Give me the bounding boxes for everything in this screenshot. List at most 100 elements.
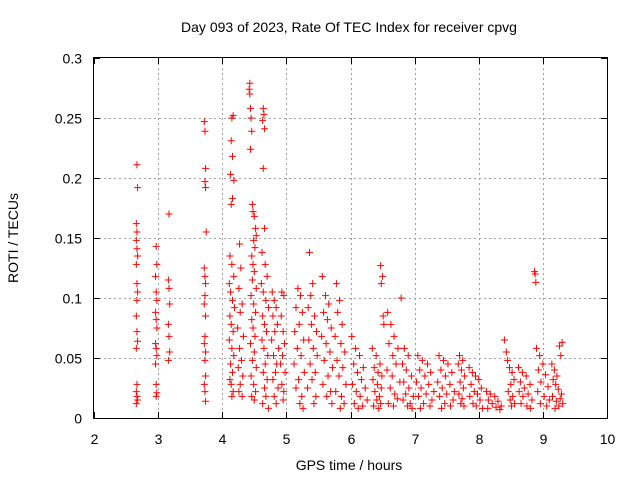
data-point [309, 280, 317, 288]
data-point [264, 404, 272, 412]
data-point [132, 236, 140, 244]
data-point [248, 200, 256, 208]
data-point [292, 384, 300, 392]
data-point [261, 125, 269, 133]
data-point [368, 344, 376, 352]
data-point [201, 127, 209, 135]
data-point [374, 368, 382, 376]
data-point [133, 161, 141, 169]
data-point [165, 332, 173, 340]
data-point [298, 308, 306, 316]
data-point [335, 372, 343, 380]
data-point [376, 360, 384, 368]
data-point [324, 372, 332, 380]
data-point [320, 308, 328, 316]
data-point [465, 364, 473, 372]
data-point [517, 400, 525, 408]
data-point [134, 288, 142, 296]
data-point [459, 356, 467, 364]
data-point [166, 348, 174, 356]
data-point [246, 90, 254, 98]
data-point [340, 400, 348, 408]
data-point [279, 352, 287, 360]
x-tick-label: 3 [155, 431, 163, 447]
data-point [248, 252, 256, 260]
data-point [455, 390, 463, 398]
data-point [294, 284, 302, 292]
data-point [359, 364, 367, 372]
data-point [387, 320, 395, 328]
data-point [552, 397, 560, 405]
data-point [152, 242, 160, 250]
data-point [235, 284, 243, 292]
data-point [164, 320, 172, 328]
data-point [459, 384, 467, 392]
data-point [333, 356, 341, 364]
data-point [227, 380, 235, 388]
data-point [227, 288, 235, 296]
data-point [251, 244, 259, 252]
data-point [515, 364, 523, 372]
data-point [235, 388, 243, 396]
data-point [201, 356, 209, 364]
data-point [393, 395, 401, 403]
data-point [486, 390, 494, 398]
data-point [541, 371, 549, 379]
data-point [133, 380, 141, 388]
data-point [534, 366, 542, 374]
data-point [553, 372, 561, 380]
data-point [202, 348, 210, 356]
data-point [446, 380, 454, 388]
data-point [449, 396, 457, 404]
data-point [420, 400, 428, 408]
data-point [152, 344, 160, 352]
data-point [310, 400, 318, 408]
data-point [377, 262, 385, 270]
y-tick-label: 0.15 [55, 231, 82, 247]
data-point [132, 312, 140, 320]
grid-lines [94, 58, 607, 418]
data-point [165, 284, 173, 292]
x-tick-label: 7 [412, 431, 420, 447]
y-tick-label: 0.3 [63, 51, 83, 67]
data-point [250, 236, 258, 244]
data-point [261, 384, 269, 392]
data-point [304, 304, 312, 312]
data-point [391, 390, 399, 398]
data-point [430, 388, 438, 396]
data-point [268, 288, 276, 296]
data-point [370, 402, 378, 410]
data-point [200, 300, 208, 308]
data-point [309, 344, 317, 352]
data-point [239, 332, 247, 340]
y-tick-label: 0.05 [55, 351, 82, 367]
data-point [334, 308, 342, 316]
data-point [259, 104, 267, 112]
data-point [252, 308, 260, 316]
data-point [202, 372, 210, 380]
data-point [361, 384, 369, 392]
data-point [437, 366, 445, 374]
data-point [400, 378, 408, 386]
data-point [261, 260, 269, 268]
data-point [371, 388, 379, 396]
data-point [510, 376, 518, 384]
data-point [506, 364, 514, 372]
data-point [456, 378, 464, 386]
data-point [201, 388, 209, 396]
data-point [259, 288, 267, 296]
data-point [407, 372, 415, 380]
data-point [488, 400, 496, 408]
data-point [261, 320, 269, 328]
data-point [319, 380, 327, 388]
data-point [491, 392, 499, 400]
data-point [443, 390, 451, 398]
data-point [342, 380, 350, 388]
data-point [329, 364, 337, 372]
data-point [278, 288, 286, 296]
data-point [307, 320, 315, 328]
data-point [280, 292, 288, 300]
data-point [271, 368, 279, 376]
data-point [313, 352, 321, 360]
y-tick-label: 0.2 [63, 171, 83, 187]
